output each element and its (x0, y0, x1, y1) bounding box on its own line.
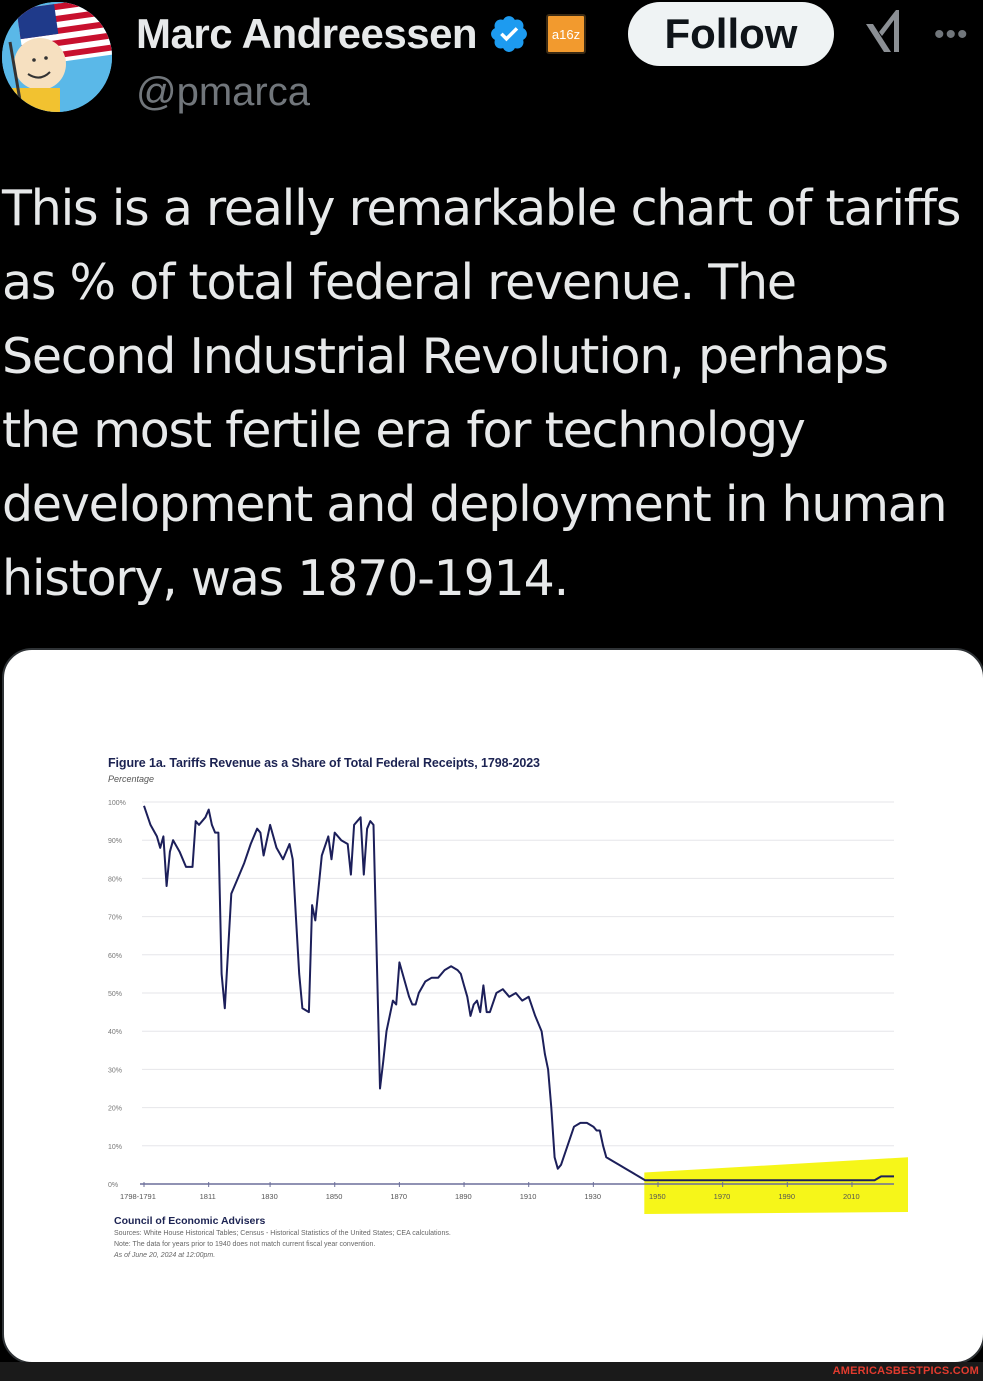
grok-icon[interactable] (858, 6, 908, 56)
user-handle[interactable]: @pmarca (136, 70, 310, 114)
display-name[interactable]: Marc Andreessen (136, 10, 478, 57)
x-tick-label: 1850 (326, 1192, 343, 1201)
y-tick-label: 90% (108, 838, 122, 845)
y-tick-label: 0% (108, 1182, 118, 1189)
y-tick-label: 20% (108, 1106, 122, 1113)
y-tick-label: 50% (108, 991, 122, 998)
x-tick-label: 1950 (649, 1192, 666, 1201)
figure-title: Figure 1a. Tariffs Revenue as a Share of… (108, 756, 540, 770)
verified-badge-icon (491, 16, 527, 52)
y-tick-label: 70% (108, 915, 122, 922)
y-tick-label: 100% (108, 800, 126, 807)
tweet-text: This is a really remarkable chart of tar… (2, 172, 983, 616)
y-tick-label: 80% (108, 876, 122, 883)
x-tick-label: 1798-1791 (120, 1192, 156, 1201)
x-tick-label: 1811 (200, 1192, 216, 1201)
y-tick-label: 30% (108, 1067, 122, 1074)
avatar-image (2, 2, 112, 112)
x-tick-label: 1890 (455, 1192, 472, 1201)
y-tick-label: 60% (108, 953, 122, 960)
avatar[interactable] (2, 2, 112, 112)
x-tick-label: 1870 (390, 1192, 407, 1201)
tweet-text-line: This is a really remarkable chart of tar… (2, 180, 961, 237)
source-title: Council of Economic Advisers (114, 1215, 266, 1227)
x-tick-label: 2010 (843, 1192, 860, 1201)
follow-button[interactable]: Follow (628, 2, 834, 66)
tweet-text-line: development and deployment in human (2, 476, 948, 533)
tariff-line-chart: 0% 10% 20% 30% 40% 50% 60% 70% 80% 90% 100% 1798-17… (108, 800, 908, 1214)
series-line (143, 805, 894, 1182)
tweet-text-line: Second Industrial Revolution, perhaps (2, 328, 889, 385)
x-tick-label: 1930 (584, 1192, 601, 1201)
sources-note: Sources: White House Historical Tables; … (114, 1230, 451, 1237)
footer-bar (0, 1362, 983, 1381)
affiliation-badge[interactable]: a16z (546, 14, 586, 54)
data-note: Note: The data for years prior to 1940 d… (114, 1241, 376, 1248)
x-tick-label: 1970 (714, 1192, 731, 1201)
media-image-card[interactable]: Figure 1a. Tariffs Revenue as a Share of… (2, 648, 983, 1364)
figure-subtitle: Percentage (108, 774, 155, 784)
y-tick-label: 10% (108, 1144, 122, 1151)
x-tick-label: 1830 (261, 1192, 278, 1201)
tweet-text-line: the most fertile era for technology (2, 402, 806, 459)
highlight-marker (644, 1157, 908, 1214)
y-tick-label: 40% (108, 1029, 122, 1036)
watermark: AMERICASBESTPICS.COM (832, 1365, 979, 1377)
as-of-note: As of June 20, 2024 at 12:00pm. (114, 1252, 216, 1259)
more-options-icon[interactable]: ••• (934, 18, 969, 51)
tweet-header: Marc Andreessen a16z @pmarca Follow ••• (0, 0, 983, 130)
tweet-text-line: as % of total federal revenue. The (2, 254, 797, 311)
name-row: Marc Andreessen a16z (136, 8, 586, 60)
x-tick-label: 1990 (778, 1192, 795, 1201)
tweet-text-line: history, was 1870-1914. (2, 550, 569, 607)
x-tick-label: 1910 (520, 1192, 537, 1201)
